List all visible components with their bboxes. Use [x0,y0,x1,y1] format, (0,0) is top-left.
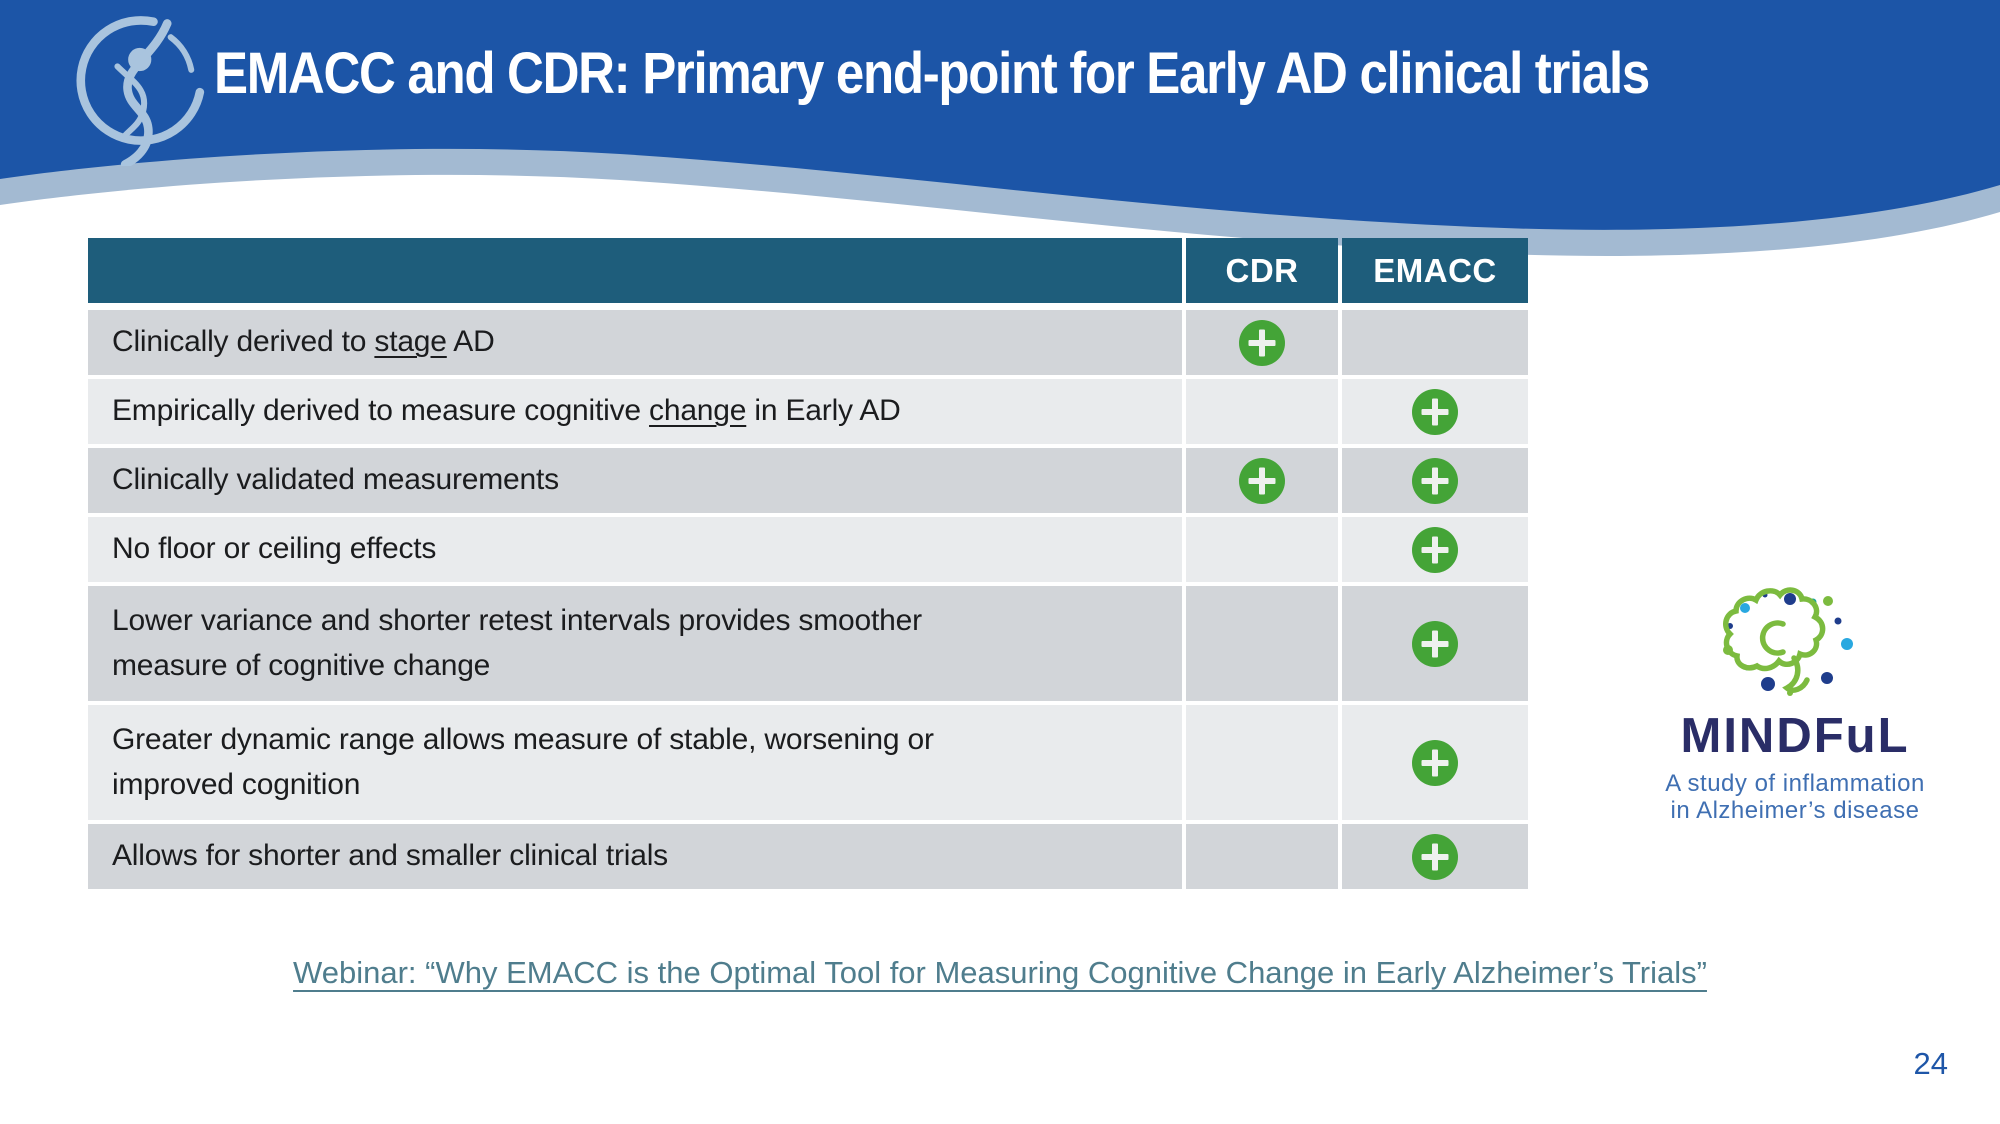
table-body: Clinically derived to stage AD Empiricall… [88,310,1528,889]
emacc-cell [1342,705,1528,820]
webinar-link[interactable]: Webinar: “Why EMACC is the Optimal Tool … [293,955,1707,990]
table-row: Clinically validated measurements [88,448,1528,513]
mindful-logo: MINDFuL A study of inflammation in Alzhe… [1625,568,1965,825]
cdr-column-label: CDR [1225,251,1299,289]
table-row: No floor or ceiling effects [88,517,1528,582]
organization-logo-icon [76,16,205,166]
criteria-text: Clinically validated measurements [88,448,1182,513]
criteria-text: Clinically derived to stage AD [88,310,1182,375]
plus-icon [1412,739,1458,786]
mindful-tagline: A study of inflammation in Alzheimer’s d… [1625,770,1965,825]
emacc-cell [1342,448,1528,513]
plus-icon [1412,457,1458,504]
plus-icon [1239,457,1285,504]
plus-icon [1412,526,1458,573]
cdr-cell [1186,824,1338,889]
page-number: 24 [1913,1046,1948,1081]
emacc-cell [1342,310,1528,375]
plus-icon [1412,833,1458,880]
mindful-tagline-line2: in Alzheimer’s disease [1670,796,1920,824]
cdr-cell [1186,517,1338,582]
table-row: Greater dynamic range allows measure of … [88,705,1528,820]
table-row: Clinically derived to stage AD [88,310,1528,375]
table-header-row: CDR EMACC [88,238,1528,303]
criteria-text: Allows for shorter and smaller clinical … [88,824,1182,889]
cdr-cell [1186,310,1338,375]
slide-title: EMACC and CDR: Primary end-point for Ear… [214,41,1650,106]
table-row: Lower variance and shorter retest interv… [88,586,1528,701]
plus-icon [1239,319,1285,366]
emacc-column-label: EMACC [1373,251,1497,289]
cdr-cell [1186,379,1338,444]
emacc-cell [1342,586,1528,701]
criteria-text: Greater dynamic range allows measure of … [88,705,1182,820]
emacc-cell [1342,517,1528,582]
footer: Webinar: “Why EMACC is the Optimal Tool … [0,955,2000,991]
mindful-tagline-line1: A study of inflammation [1665,770,1925,797]
header-banner-wave [0,0,2000,256]
criteria-text: Lower variance and shorter retest interv… [88,586,1182,701]
criteria-header-cell [88,238,1182,303]
plus-icon [1412,620,1458,667]
cdr-cell [1186,448,1338,513]
table-row: Allows for shorter and smaller clinical … [88,824,1528,889]
criteria-text: Empirically derived to measure cognitive… [88,379,1182,444]
emacc-cell [1342,824,1528,889]
comparison-table: CDR EMACC Clinically derived to stage AD… [88,238,1528,893]
cdr-cell [1186,586,1338,701]
criteria-text: No floor or ceiling effects [88,517,1182,582]
cdr-cell [1186,705,1338,820]
mindful-name: MINDFuL [1680,709,1910,763]
table-row: Empirically derived to measure cognitive… [88,379,1528,444]
brain-speech-bubble-icon [1723,587,1853,696]
emacc-cell [1342,379,1528,444]
plus-icon [1412,388,1458,435]
emacc-column-header: EMACC [1342,238,1528,303]
cdr-column-header: CDR [1186,238,1338,303]
